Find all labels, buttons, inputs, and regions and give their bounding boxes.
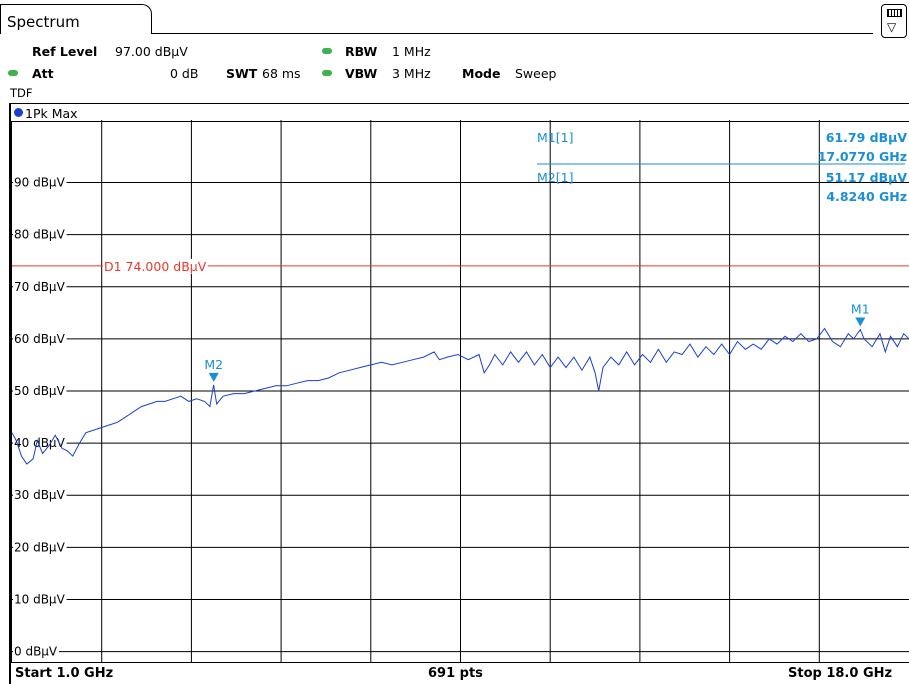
marker-readouts: M1[1] M2[1] 61.79 dBµV 17.0770 GHz 51.17 dBµ… xyxy=(537,130,907,204)
att-status-icon xyxy=(8,70,18,76)
footer-bar: Start 1.0 GHz 691 pts Stop 18.0 GHz xyxy=(11,662,909,684)
tab-spectrum[interactable]: Spectrum xyxy=(0,4,152,34)
y-tick-label: 90 dBµV xyxy=(14,176,66,190)
y-tick-label-bg xyxy=(13,384,67,398)
marker-tag: M2 xyxy=(204,357,223,372)
mode-label: Mode xyxy=(462,66,501,81)
y-tick-labels: 0 dBµV 10 dBµV 20 dBµV 30 dBµV 40 dBµV 50 dBµ… xyxy=(13,175,67,659)
tdf-label: TDF xyxy=(10,86,33,100)
y-tick-label: 10 dBµV xyxy=(14,592,66,606)
trace-indicator-icon xyxy=(14,108,23,117)
y-tick-label: 50 dBµV xyxy=(14,384,66,398)
y-tick-label: 70 dBµV xyxy=(14,280,66,294)
y-tick-label-bg xyxy=(13,279,67,294)
vbw-label: VBW xyxy=(345,66,378,81)
y-tick-label: 20 dBµV xyxy=(14,540,66,554)
tab-divider xyxy=(152,33,873,34)
vbw-status-icon xyxy=(322,70,332,76)
y-tick-label-bg xyxy=(13,540,67,555)
mode-value: Sweep xyxy=(515,66,557,81)
grid-lines xyxy=(12,120,909,662)
y-tick-label: 0 dBµV xyxy=(14,645,58,659)
trace-line xyxy=(11,327,909,465)
tab-spectrum-label: Spectrum xyxy=(7,13,80,31)
swt-value: 68 ms xyxy=(262,66,301,81)
rbw-status-icon xyxy=(322,48,332,54)
y-tick-label-bg xyxy=(13,331,67,346)
marker-1-label: M1[1] xyxy=(537,130,573,145)
y-tick-label-bg xyxy=(13,488,67,503)
y-tick-label-bg xyxy=(13,175,67,190)
limit-line-label: D1 74.000 dBµV xyxy=(104,259,207,274)
att-value: 0 dB xyxy=(170,66,199,81)
rbw-value: 1 MHz xyxy=(392,44,431,59)
chevron-down-icon: ▽ xyxy=(887,20,897,34)
start-frequency: Start 1.0 GHz xyxy=(15,666,114,681)
marker-2-label: M2[1] xyxy=(537,170,573,185)
y-tick-label: 30 dBµV xyxy=(14,488,66,502)
marker-glyphs: M1 M2 xyxy=(204,302,870,382)
marker-tag: M1 xyxy=(851,302,870,317)
marker-readout-value: 4.8240 GHz xyxy=(826,189,907,204)
grid-icon xyxy=(887,9,902,17)
y-tick-label-bg xyxy=(13,644,59,659)
swt-label: SWT xyxy=(226,66,258,81)
marker-triangle-icon xyxy=(855,317,866,327)
layout-menu-button[interactable]: ▽ xyxy=(881,4,907,38)
att-label: Att xyxy=(32,66,54,81)
marker-readout-value: 61.79 dBµV xyxy=(826,130,908,145)
marker-triangle-icon xyxy=(208,372,219,382)
ref-level-value: 97.00 dBµV xyxy=(115,44,188,59)
rbw-label: RBW xyxy=(345,44,378,59)
stop-frequency: Stop 18.0 GHz xyxy=(788,666,893,681)
y-tick-label: 80 dBµV xyxy=(14,228,66,242)
vbw-value: 3 MHz xyxy=(392,66,431,81)
y-tick-label: 40 dBµV xyxy=(14,436,66,450)
marker-readout-value: 51.17 dBµV xyxy=(826,170,908,185)
y-tick-label-bg xyxy=(13,592,67,607)
limit-line-label-bg xyxy=(103,258,208,274)
trace-label: 1Pk Max xyxy=(25,106,78,121)
ref-level-label: Ref Level xyxy=(32,44,98,59)
y-tick-label-bg xyxy=(13,227,67,242)
sweep-points: 691 pts xyxy=(428,666,483,681)
marker-readout-value: 17.0770 GHz xyxy=(818,149,907,164)
y-tick-label: 60 dBµV xyxy=(14,332,66,346)
plot-frame xyxy=(9,103,909,684)
